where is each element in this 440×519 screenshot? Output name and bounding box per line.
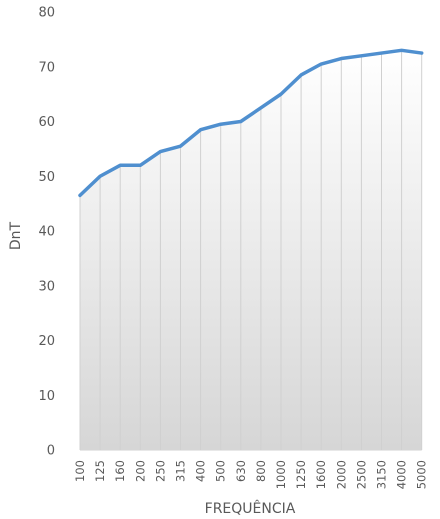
- x-tick-label: 400: [194, 460, 208, 482]
- series-line: [78, 48, 424, 198]
- x-tick-label: 500: [214, 460, 228, 482]
- x-tick-label: 250: [153, 460, 167, 482]
- x-tick-label: 200: [133, 460, 147, 482]
- x-tick-label: 800: [254, 460, 268, 482]
- y-tick-label: 80: [38, 6, 55, 21]
- y-tick-label: 60: [38, 115, 55, 130]
- x-tick-label: 1000: [274, 460, 288, 489]
- x-axis-title: FREQUÊNCIA: [205, 499, 296, 517]
- y-axis-title: DnT: [8, 221, 24, 250]
- y-tick-label: 50: [38, 170, 55, 185]
- x-tick-label: 160: [113, 460, 127, 482]
- x-tick-label: 315: [174, 460, 188, 482]
- x-tick-label: 125: [93, 460, 107, 482]
- vertical-grid-lines: [79, 50, 423, 450]
- y-tick-label: 70: [38, 60, 55, 75]
- x-tick-label: 1250: [294, 460, 308, 489]
- x-tick-label: 2500: [354, 460, 368, 489]
- y-tick-label: 0: [47, 444, 55, 459]
- x-tick-label: 2000: [334, 460, 348, 489]
- x-tick-label: 4000: [395, 460, 409, 489]
- x-tick-label: 1600: [314, 460, 328, 489]
- x-tick-label: 630: [234, 460, 248, 482]
- x-axis-ticks: 100 125 160 200 250 315 400 500 630 800 1000 1250 16…: [73, 460, 429, 489]
- y-tick-label: 20: [38, 334, 55, 349]
- y-tick-label: 10: [38, 389, 55, 404]
- x-tick-label: 100: [73, 460, 87, 482]
- series-area-fill: [80, 50, 422, 450]
- y-axis-ticks: 0 10 20 30 40 50 60 70 80: [38, 6, 55, 459]
- x-tick-label: 5000: [415, 460, 429, 489]
- y-tick-label: 40: [38, 225, 55, 240]
- y-tick-label: 30: [38, 279, 55, 294]
- x-tick-label: 3150: [375, 460, 389, 489]
